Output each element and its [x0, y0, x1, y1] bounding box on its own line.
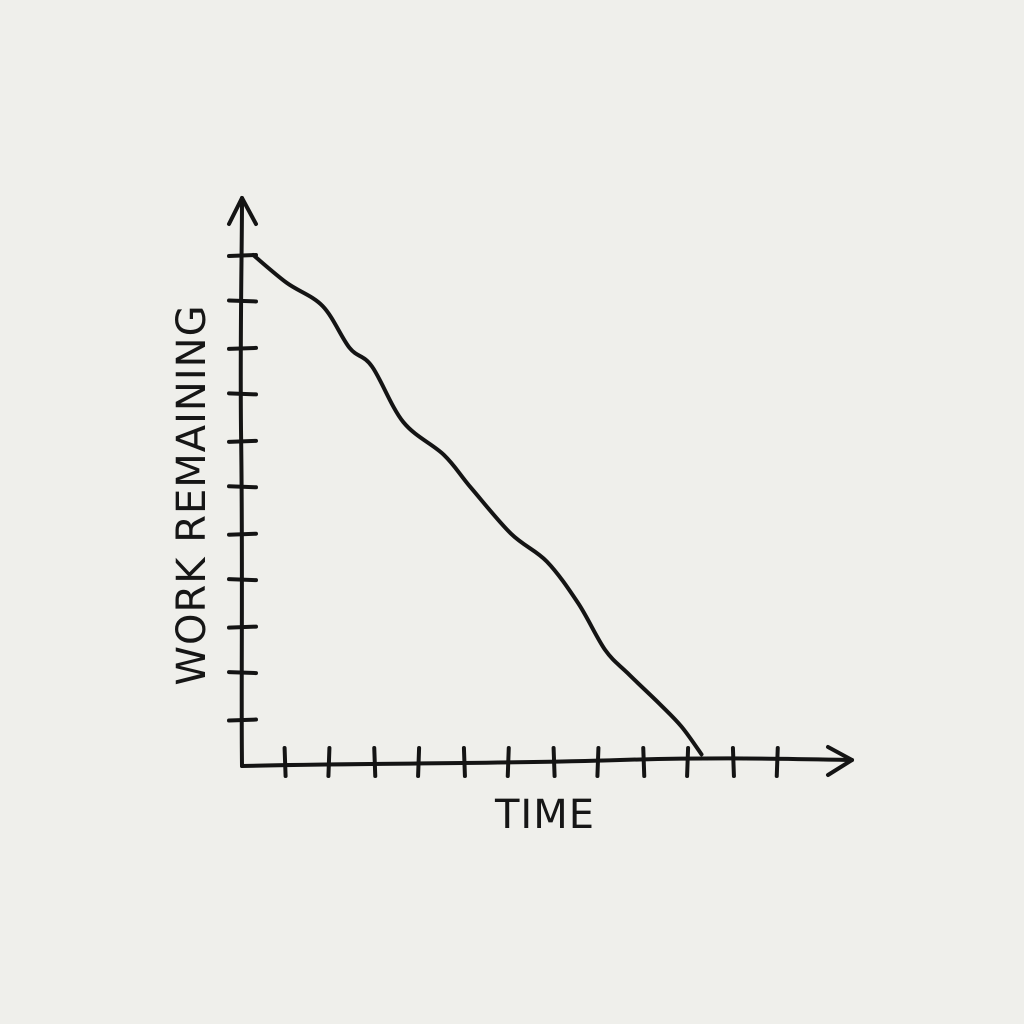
- y-tick: [227, 438, 258, 444]
- x-tick: [595, 746, 601, 778]
- x-tick: [505, 746, 511, 778]
- x-tick: [730, 746, 736, 778]
- x-axis-arrow: [826, 745, 854, 777]
- x-axis-label: TIME: [494, 792, 595, 838]
- x-tick: [461, 746, 467, 778]
- x-tick: [641, 746, 647, 778]
- x-axis-ticks: [282, 746, 780, 778]
- y-tick: [227, 577, 258, 583]
- y-tick: [227, 345, 258, 351]
- y-tick: [227, 484, 258, 490]
- x-axis: [240, 756, 854, 768]
- y-tick: [227, 531, 258, 537]
- x-tick: [282, 746, 288, 778]
- y-tick: [227, 391, 258, 397]
- y-tick: [227, 624, 258, 630]
- x-tick: [326, 746, 332, 778]
- y-axis-label: WORK REMAINING: [169, 304, 215, 685]
- y-axis: [238, 196, 244, 768]
- burndown-line: [251, 253, 704, 757]
- x-tick: [685, 746, 691, 778]
- x-tick: [774, 746, 780, 778]
- y-axis-arrow: [227, 196, 258, 226]
- x-tick: [416, 746, 422, 778]
- y-tick: [227, 717, 258, 723]
- x-tick: [372, 746, 378, 778]
- y-tick: [227, 670, 258, 676]
- y-tick: [227, 298, 258, 304]
- x-tick: [551, 746, 557, 778]
